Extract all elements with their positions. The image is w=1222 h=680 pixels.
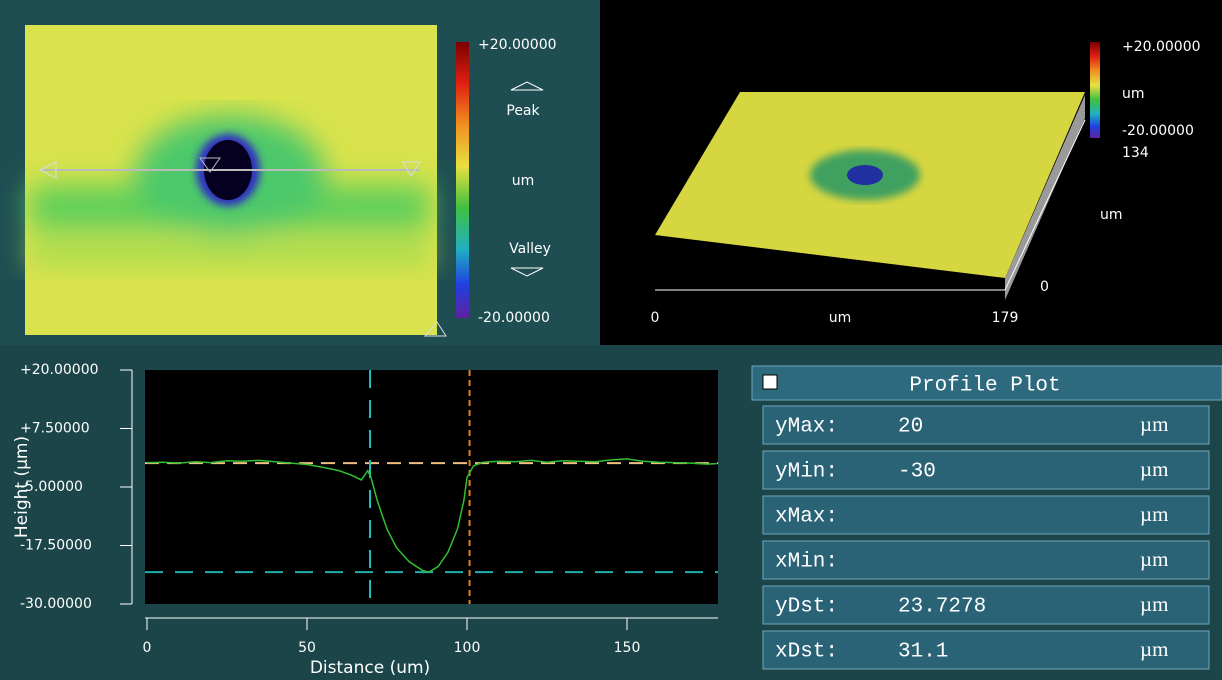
height-map (25, 25, 446, 336)
x-tick-label: 0 (143, 640, 152, 656)
screen: +20.00000 Peak um Valley -20.00000 +20.0… (0, 0, 1222, 680)
x-axis-label: Distance (um) (310, 658, 430, 678)
colorbar-label: -20.00000 (478, 310, 550, 326)
y-tick-label: +7.50000 (20, 421, 90, 437)
table-title: Profile Plot (909, 375, 1060, 398)
axis-label: 134 (1122, 145, 1149, 161)
row-value: 31.1 (898, 641, 948, 664)
map-band (30, 240, 430, 265)
row-label: yMin: (775, 461, 838, 484)
y-tick-label: -30.00000 (20, 596, 92, 612)
row-unit: µm (1140, 547, 1168, 571)
colorbar-label: +20.00000 (478, 37, 557, 53)
axis-label: 0 (1040, 279, 1049, 295)
colorbar (1090, 42, 1100, 138)
row-label: xMax: (775, 506, 838, 529)
row-label: yDst: (775, 596, 838, 619)
row-label: yMax: (775, 416, 838, 439)
row-unit: µm (1140, 592, 1168, 616)
axis-label: um (829, 310, 852, 326)
x-tick-label: 150 (614, 640, 641, 656)
y-axis-label: Height (µm) (12, 436, 32, 538)
row-unit: µm (1140, 412, 1168, 436)
close-icon[interactable] (763, 375, 777, 389)
colorbar-label: um (1122, 86, 1145, 102)
colorbar (456, 42, 469, 318)
colorbar-label: Valley (509, 241, 551, 257)
colorbar-label: Peak (506, 103, 540, 119)
row-label: xMin: (775, 551, 838, 574)
colorbar-label: +20.00000 (1122, 39, 1201, 55)
colorbar-label: um (512, 173, 535, 189)
x-tick-label: 100 (454, 640, 481, 656)
x-tick-label: 50 (298, 640, 316, 656)
y-tick-label: -17.50000 (20, 538, 92, 554)
colorbar-label: -20.00000 (1122, 123, 1194, 139)
row-label: xDst: (775, 641, 838, 664)
y-tick-label: +20.00000 (20, 362, 99, 378)
axis-label: 0 (651, 310, 660, 326)
plot-area (145, 370, 718, 604)
axis-label: 179 (992, 310, 1019, 326)
row-unit: µm (1140, 457, 1168, 481)
row-unit: µm (1140, 637, 1168, 661)
page: +20.00000 Peak um Valley -20.00000 +20.0… (0, 0, 1222, 680)
row-value: 23.7278 (898, 596, 986, 619)
surface-pit (847, 165, 883, 185)
row-unit: µm (1140, 502, 1168, 526)
row-value: -30 (898, 461, 936, 484)
row-value: 20 (898, 416, 923, 439)
axis-label: um (1100, 207, 1123, 223)
